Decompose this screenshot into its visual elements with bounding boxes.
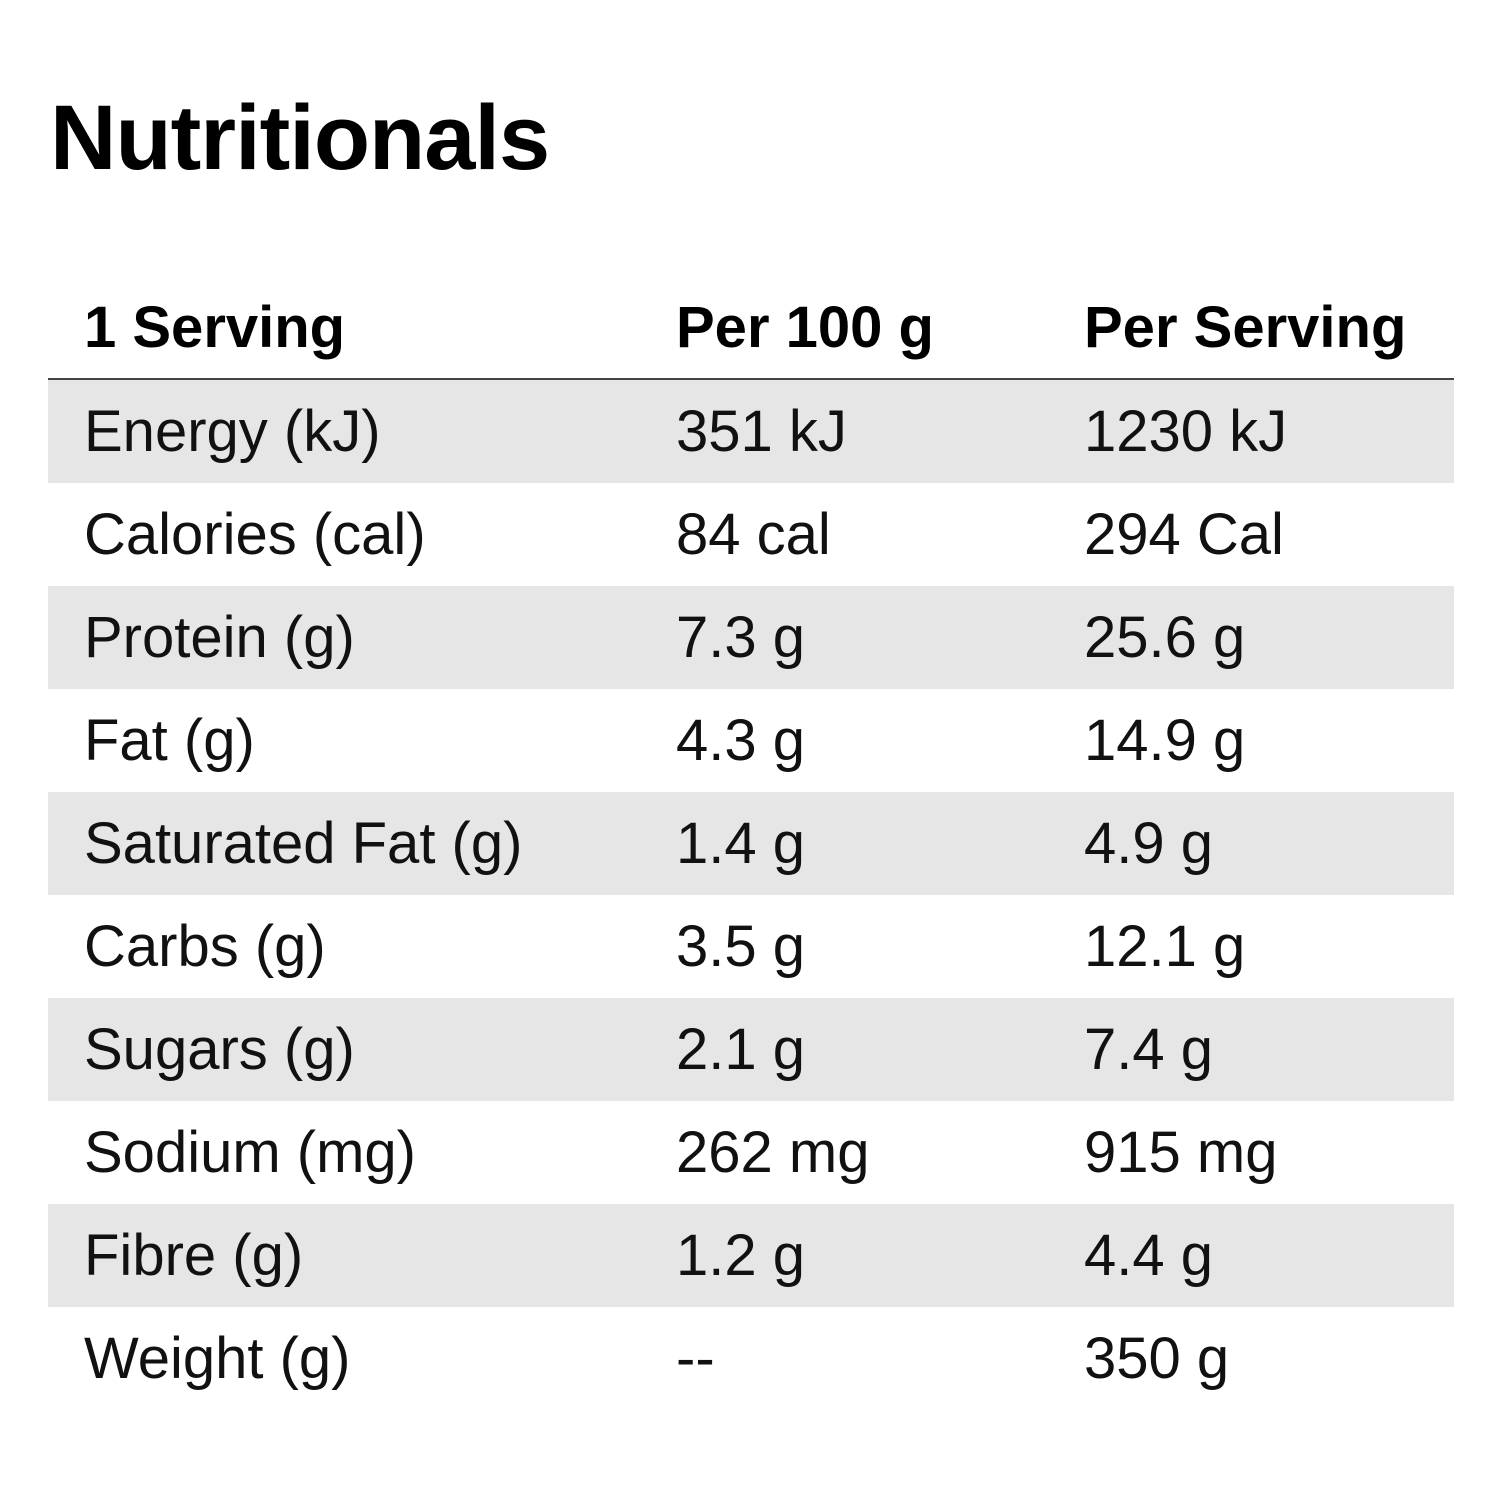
row-label: Fat (g)	[84, 707, 255, 773]
row-per-serving: 4.9 g	[1084, 810, 1213, 876]
row-per-100g: 1.4 g	[676, 810, 805, 876]
row-per-serving: 294 Cal	[1084, 501, 1284, 567]
row-per-serving: 350 g	[1084, 1325, 1230, 1391]
nutrition-table: 1 Serving Per 100 g Per Serving Energy (…	[48, 278, 1454, 1410]
row-per-100g: 262 mg	[676, 1119, 870, 1185]
table-header-row: 1 Serving Per 100 g Per Serving	[48, 278, 1454, 380]
header-per-serving: Per Serving	[1084, 295, 1407, 360]
table-row-fibre: Fibre (g) 1.2 g 4.4 g	[48, 1204, 1454, 1307]
table-row-carbs: Carbs (g) 3.5 g 12.1 g	[48, 895, 1454, 998]
row-label: Energy (kJ)	[84, 398, 381, 464]
row-label: Weight (g)	[84, 1325, 351, 1391]
row-per-serving: 4.4 g	[1084, 1222, 1213, 1288]
row-label: Calories (cal)	[84, 501, 426, 567]
row-label: Saturated Fat (g)	[84, 810, 523, 876]
row-per-serving: 12.1 g	[1084, 913, 1246, 979]
row-label: Fibre (g)	[84, 1222, 304, 1288]
row-label: Sugars (g)	[84, 1016, 355, 1082]
row-per-100g: 351 kJ	[676, 398, 847, 464]
row-per-100g: --	[676, 1325, 715, 1391]
table-row-sugars: Sugars (g) 2.1 g 7.4 g	[48, 998, 1454, 1101]
header-serving: 1 Serving	[84, 295, 346, 360]
row-label: Protein (g)	[84, 604, 355, 670]
row-per-serving: 1230 kJ	[1084, 398, 1288, 464]
table-row-fat: Fat (g) 4.3 g 14.9 g	[48, 689, 1454, 792]
row-label: Carbs (g)	[84, 913, 326, 979]
row-per-serving: 25.6 g	[1084, 604, 1246, 670]
page-title: Nutritionals	[50, 87, 550, 189]
row-per-100g: 4.3 g	[676, 707, 805, 773]
table-row-weight: Weight (g) -- 350 g	[48, 1307, 1454, 1410]
table-row-saturated-fat: Saturated Fat (g) 1.4 g 4.9 g	[48, 792, 1454, 895]
row-per-100g: 2.1 g	[676, 1016, 805, 1082]
row-per-100g: 7.3 g	[676, 604, 805, 670]
row-per-serving: 915 mg	[1084, 1119, 1278, 1185]
row-per-100g: 84 cal	[676, 501, 831, 567]
header-per-100g: Per 100 g	[676, 295, 934, 360]
row-label: Sodium (mg)	[84, 1119, 416, 1185]
table-row-energy: Energy (kJ) 351 kJ 1230 kJ	[48, 380, 1454, 483]
row-per-100g: 3.5 g	[676, 913, 805, 979]
table-row-protein: Protein (g) 7.3 g 25.6 g	[48, 586, 1454, 689]
row-per-serving: 14.9 g	[1084, 707, 1246, 773]
table-row-calories: Calories (cal) 84 cal 294 Cal	[48, 483, 1454, 586]
row-per-100g: 1.2 g	[676, 1222, 805, 1288]
row-per-serving: 7.4 g	[1084, 1016, 1213, 1082]
table-row-sodium: Sodium (mg) 262 mg 915 mg	[48, 1101, 1454, 1204]
